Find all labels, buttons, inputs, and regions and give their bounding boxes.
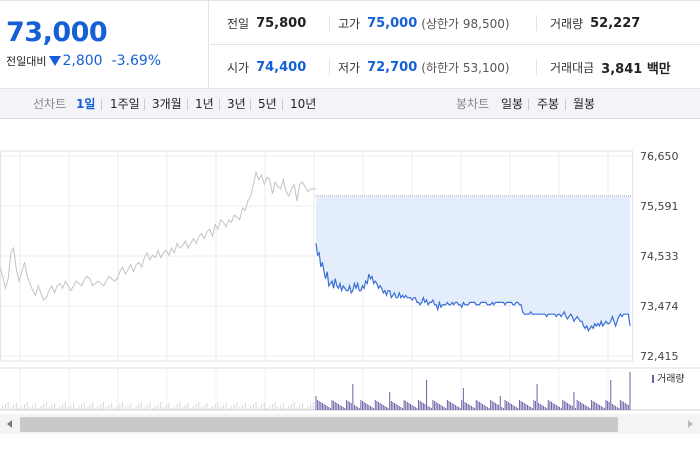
- line-chart-label: 선차트: [33, 97, 67, 111]
- volume-legend-label: 거래량: [657, 373, 685, 385]
- scroll-left-icon[interactable]: [7, 420, 12, 428]
- prev-close-cell: 전일 75,800: [227, 1, 306, 45]
- candle-chart-label: 봉차트: [456, 97, 490, 111]
- y-tick-label: 75,591: [640, 200, 679, 213]
- price-summary: 73,000 전일대비 2,800 -3.69% 전일 75,800 고가 75…: [0, 0, 700, 90]
- volume-label: 거래량: [550, 16, 584, 31]
- volume-legend-swatch: [652, 375, 654, 383]
- volume-value: 52,227: [590, 15, 641, 31]
- open-value: 74,400: [256, 59, 307, 75]
- change-row: 전일대비 2,800 -3.69%: [6, 53, 161, 69]
- amount-value: 3,841 백만: [601, 61, 671, 77]
- price-row-1: 전일 75,800 고가 75,000 (상한가 98,500) 거래량 52,…: [210, 1, 700, 45]
- period-tab-1d[interactable]: 1일: [76, 97, 96, 111]
- y-tick-label: 73,474: [640, 300, 679, 313]
- divider: [565, 99, 566, 110]
- scrollbar-thumb[interactable]: [20, 417, 618, 432]
- current-price: 73,000: [6, 17, 108, 48]
- candle-tab-monthly[interactable]: 월봉: [573, 97, 596, 111]
- today-price-line: [315, 243, 631, 333]
- low-value: 72,700: [367, 59, 418, 75]
- open-label: 시가: [227, 60, 250, 75]
- prev-close-label: 전일: [227, 16, 250, 31]
- divider: [528, 99, 529, 110]
- previous-day-line: [0, 170, 316, 301]
- y-tick-label: 74,533: [640, 250, 679, 263]
- divider: [536, 59, 537, 75]
- candle-tab-daily[interactable]: 일봉: [501, 97, 524, 111]
- period-tab-3y[interactable]: 3년: [227, 97, 246, 111]
- price-details: 전일 75,800 고가 75,000 (상한가 98,500) 거래량 52,…: [210, 1, 700, 90]
- low-label: 저가: [338, 60, 361, 75]
- amount-cell: 거래대금 3,841 백만: [550, 45, 671, 89]
- divider: [329, 59, 330, 75]
- down-triangle-icon: [49, 56, 62, 66]
- y-tick-label: 76,650: [640, 150, 679, 163]
- high-value: 75,000: [367, 15, 418, 31]
- high-cell: 고가 75,000 (상한가 98,500): [338, 1, 510, 45]
- lower-limit: (하한가 53,100): [421, 60, 510, 75]
- period-tab-1y[interactable]: 1년: [195, 97, 214, 111]
- change-label: 전일대비: [6, 55, 47, 68]
- upper-limit: (상한가 98,500): [421, 16, 510, 31]
- price-row-2: 시가 74,400 저가 72,700 (하한가 53,100) 거래대금 3,…: [210, 45, 700, 89]
- divider: [144, 99, 145, 110]
- divider: [282, 99, 283, 110]
- divider: [250, 99, 251, 110]
- candle-tab-weekly[interactable]: 주봉: [537, 97, 560, 111]
- open-cell: 시가 74,400: [227, 45, 306, 89]
- chart-canvas: 76,650 75,591 74,533 73,474 72,415 거래량: [0, 150, 700, 434]
- prev-close-value: 75,800: [256, 15, 307, 31]
- high-label: 고가: [338, 16, 361, 31]
- divider: [101, 99, 102, 110]
- change-amount: 2,800: [62, 53, 103, 69]
- divider: [536, 15, 537, 31]
- low-cell: 저가 72,700 (하한가 53,100): [338, 45, 510, 89]
- period-tab-1w[interactable]: 1주일: [110, 97, 140, 111]
- today-shaded-area: [316, 196, 630, 331]
- chart-toolbar: 선차트 1일 1주일 3개월 1년 3년 5년 10년 봉차트 일봉 주봉 월봉: [0, 89, 700, 119]
- change-rate: -3.69%: [111, 53, 162, 69]
- divider: [219, 99, 220, 110]
- price-chart: 76,650 75,591 74,533 73,474 72,415 거래량: [0, 120, 700, 450]
- volume-cell: 거래량 52,227: [550, 1, 640, 45]
- scroll-right-icon[interactable]: [688, 420, 693, 428]
- y-tick-label: 72,415: [640, 350, 679, 363]
- divider: [187, 99, 188, 110]
- divider: [329, 15, 330, 31]
- period-tab-5y[interactable]: 5년: [258, 97, 277, 111]
- period-tab-10y[interactable]: 10년: [290, 97, 317, 111]
- period-tab-3m[interactable]: 3개월: [152, 97, 182, 111]
- current-price-box: 73,000 전일대비 2,800 -3.69%: [0, 1, 209, 90]
- amount-label: 거래대금: [550, 60, 595, 75]
